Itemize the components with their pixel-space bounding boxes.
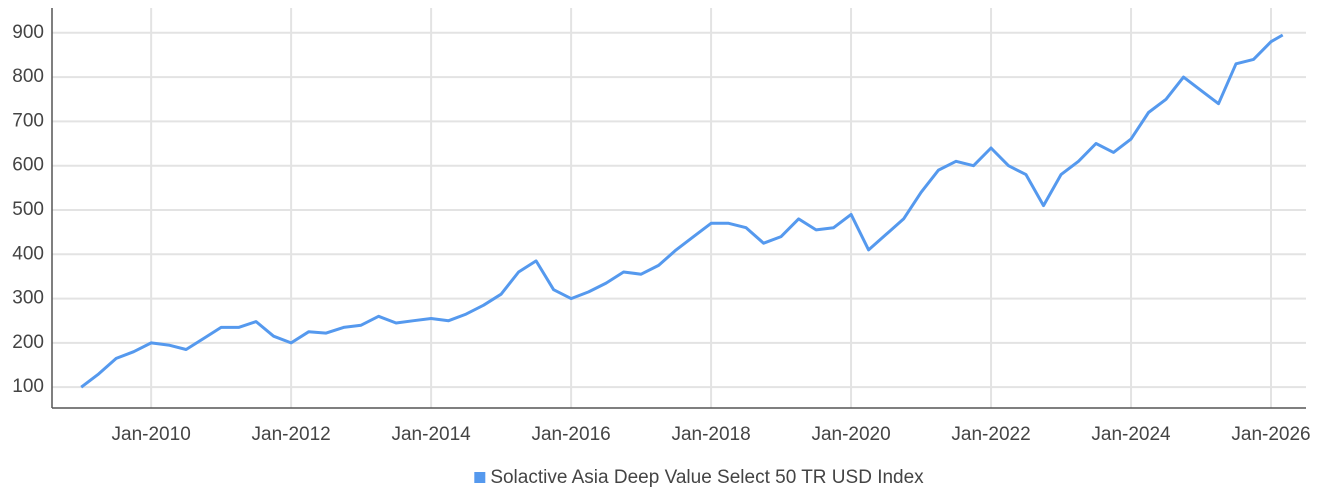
x-tick-label: Jan-2018 — [671, 424, 750, 445]
x-tick-label: Jan-2012 — [252, 424, 331, 445]
y-tick-label: 300 — [12, 288, 44, 309]
x-tick-label: Jan-2024 — [1091, 424, 1171, 445]
x-tick-label: Jan-2022 — [951, 424, 1030, 445]
y-tick-label: 100 — [12, 376, 44, 397]
legend: Solactive Asia Deep Value Select 50 TR U… — [474, 467, 924, 488]
y-tick-label: 500 — [12, 199, 44, 220]
x-tick-label: Jan-2010 — [112, 424, 191, 445]
x-tick-label: Jan-2026 — [1231, 424, 1310, 445]
y-tick-label: 200 — [12, 332, 44, 353]
legend-swatch — [474, 472, 486, 483]
y-tick-label: 900 — [12, 22, 44, 43]
x-tick-label: Jan-2014 — [391, 424, 471, 445]
legend-label: Solactive Asia Deep Value Select 50 TR U… — [490, 467, 924, 488]
x-tick-label: Jan-2020 — [811, 424, 890, 445]
y-tick-label: 800 — [12, 66, 44, 87]
series-line — [80, 33, 1284, 389]
y-tick-label: 600 — [12, 155, 44, 176]
x-tick-label: Jan-2016 — [531, 424, 610, 445]
y-tick-label: 700 — [12, 110, 44, 131]
y-tick-label: 400 — [12, 243, 44, 264]
